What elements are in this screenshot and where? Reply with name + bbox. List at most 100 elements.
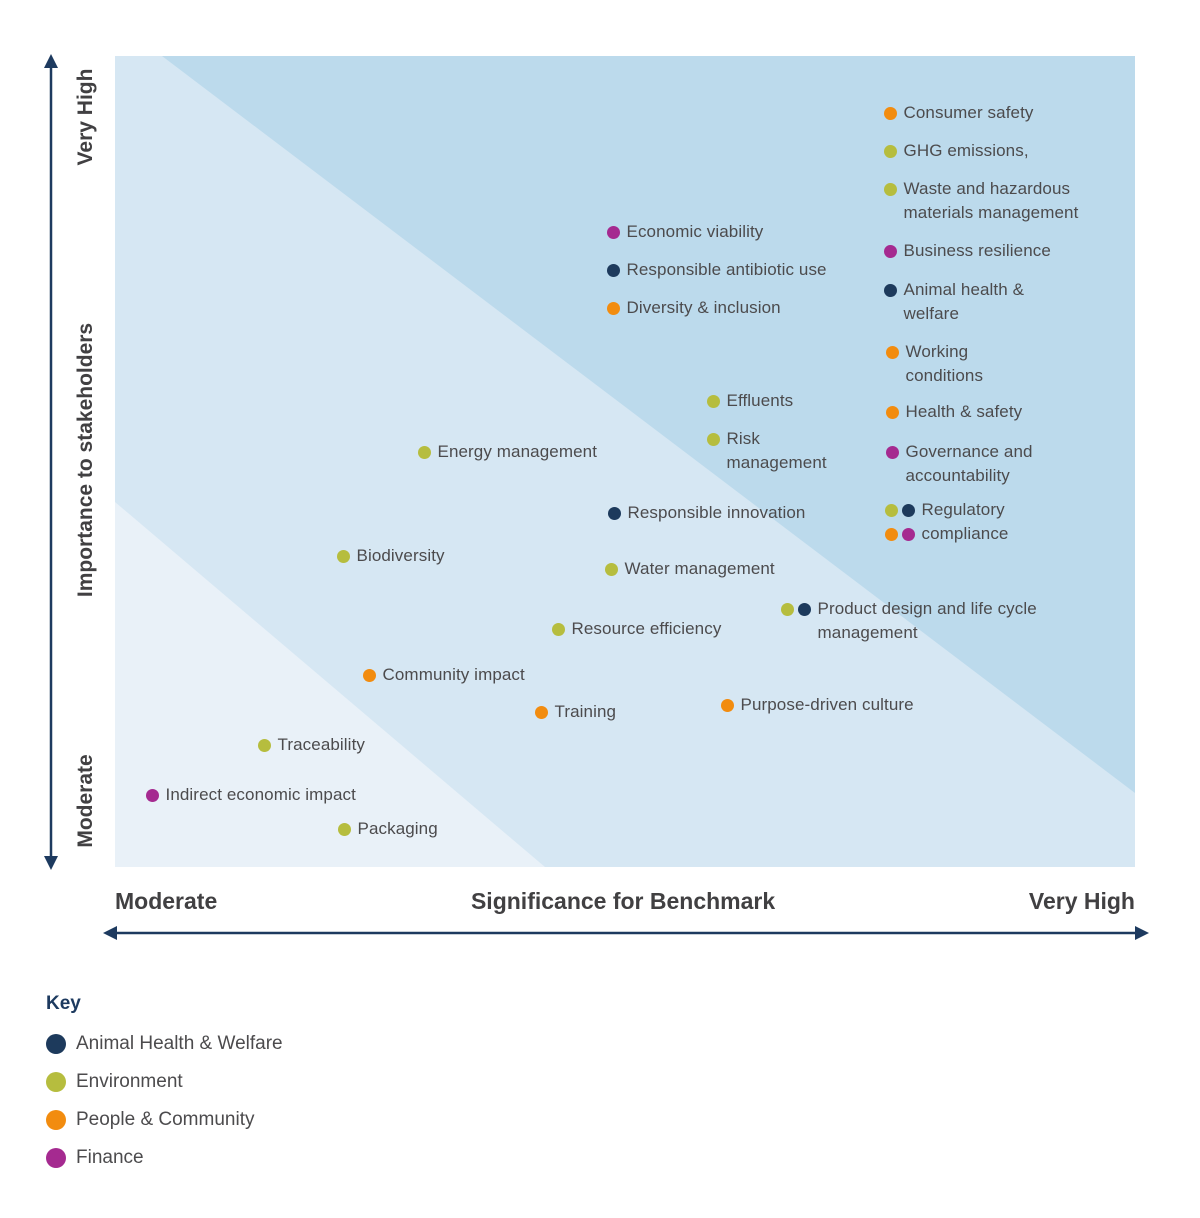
environment-dot	[883, 144, 897, 158]
legend-item-label: People & Community	[76, 1109, 255, 1130]
data-point: Water management	[604, 557, 775, 581]
arrow-right-icon	[1135, 926, 1149, 940]
environment-dot	[706, 394, 720, 408]
legend-item: Environment	[46, 1063, 283, 1101]
data-point: Waste and hazardous materials management	[883, 177, 1079, 225]
point-label: Working conditions	[905, 342, 984, 385]
finance-dot	[606, 225, 620, 239]
point-label: Governance and accountability	[905, 442, 1033, 485]
people-dot	[720, 698, 734, 712]
point-label: Health & safety	[905, 402, 1023, 421]
people-dot	[606, 301, 620, 315]
point-label: Water management	[624, 559, 775, 578]
scatter-points: Consumer safety GHG emissions, Waste and h…	[115, 56, 1135, 867]
point-label: Diversity & inclusion	[626, 298, 781, 317]
band-high	[162, 56, 1135, 793]
data-point: Responsible innovation	[607, 501, 806, 525]
plot-area: Consumer safety GHG emissions, Waste and h…	[115, 56, 1135, 867]
environment-dot	[883, 182, 897, 196]
finance-dot	[46, 1148, 66, 1168]
data-point: Economic viability	[606, 220, 764, 244]
point-label: GHG emissions,	[903, 141, 1029, 160]
point-label: Community impact	[382, 665, 525, 684]
animal-dot	[901, 503, 915, 517]
people-dot	[534, 705, 548, 719]
environment-dot	[46, 1072, 66, 1092]
environment-dot	[604, 562, 618, 576]
x-axis-min-label: Moderate	[115, 888, 218, 914]
legend: Key Animal Health & Welfare Environment …	[46, 993, 283, 1177]
legend-item-label: Animal Health & Welfare	[76, 1033, 283, 1054]
point-label: Energy management	[437, 442, 598, 461]
data-point: Responsible antibiotic use	[606, 258, 827, 282]
point-label: Business resilience	[903, 241, 1051, 260]
data-point: Purpose-driven culture	[720, 693, 914, 717]
point-label: Consumer safety	[903, 103, 1034, 122]
animal-health-welfare-dot	[46, 1034, 66, 1054]
legend-item: Finance	[46, 1139, 283, 1177]
people-dot	[885, 405, 899, 419]
point-label: Purpose-driven culture	[740, 695, 914, 714]
point-label: Responsible innovation	[627, 503, 806, 522]
point-label: Risk management	[726, 429, 827, 472]
data-point: Training	[534, 700, 617, 724]
people-dot	[362, 668, 376, 682]
point-label: Packaging	[357, 819, 438, 838]
environment-dot	[884, 503, 898, 517]
legend-item: Animal Health & Welfare	[46, 1025, 283, 1063]
environment-dot	[780, 602, 794, 616]
finance-dot	[145, 788, 159, 802]
arrow-left-icon	[103, 926, 117, 940]
data-point: Community impact	[362, 663, 525, 687]
data-point: Indirect economic impact	[145, 783, 356, 807]
data-point: Working conditions	[885, 340, 984, 388]
point-label: Training	[554, 702, 617, 721]
data-point: Regulatory compliance	[884, 498, 1009, 546]
data-point: Packaging	[337, 817, 438, 841]
point-label: Effluents	[726, 391, 794, 410]
finance-dot	[883, 244, 897, 258]
point-label: Indirect economic impact	[165, 785, 356, 804]
animal-dot	[607, 506, 621, 520]
x-axis-max-label: Very High	[1028, 888, 1135, 914]
arrow-up-icon	[44, 54, 58, 68]
data-point: Animal health & welfare	[883, 278, 1025, 326]
animal-dot	[606, 263, 620, 277]
point-label: Product design and life cycle management	[817, 599, 1037, 642]
point-label: Regulatory compliance	[921, 500, 1009, 543]
data-point: Risk management	[706, 427, 827, 475]
legend-item: People & Community	[46, 1101, 283, 1139]
environment-dot	[337, 822, 351, 836]
legend-item-label: Finance	[76, 1147, 144, 1168]
data-point: Consumer safety	[883, 101, 1034, 125]
band-low	[115, 502, 545, 867]
finance-dot	[901, 527, 915, 541]
finance-dot	[885, 445, 899, 459]
data-point: Health & safety	[885, 400, 1023, 424]
people-dot	[884, 527, 898, 541]
people-community-dot	[46, 1110, 66, 1130]
point-label: Waste and hazardous materials management	[903, 179, 1079, 222]
point-label: Responsible antibiotic use	[626, 260, 827, 279]
data-point: Diversity & inclusion	[606, 296, 781, 320]
data-point: Traceability	[257, 733, 366, 757]
legend-item-label: Environment	[76, 1071, 183, 1092]
data-point: Business resilience	[883, 239, 1051, 263]
point-label: Animal health & welfare	[903, 280, 1025, 323]
x-axis-labels: Moderate Significance for Benchmark Very…	[115, 888, 1135, 915]
animal-dot	[883, 283, 897, 297]
x-axis-title: Significance for Benchmark	[470, 888, 776, 914]
data-point: Energy management	[417, 440, 598, 464]
point-label: Biodiversity	[356, 546, 445, 565]
y-axis-max-label: Very High	[74, 68, 97, 166]
point-label: Economic viability	[626, 222, 764, 241]
data-point: Effluents	[706, 389, 794, 413]
data-point: Resource efficiency	[551, 617, 722, 641]
y-axis-arrow	[44, 54, 58, 870]
point-label: Resource efficiency	[571, 619, 722, 638]
environment-dot	[336, 549, 350, 563]
data-point: Biodiversity	[336, 544, 445, 568]
y-axis-title: Importance to stakeholders	[74, 322, 97, 598]
y-axis-min-label: Moderate	[74, 754, 97, 848]
